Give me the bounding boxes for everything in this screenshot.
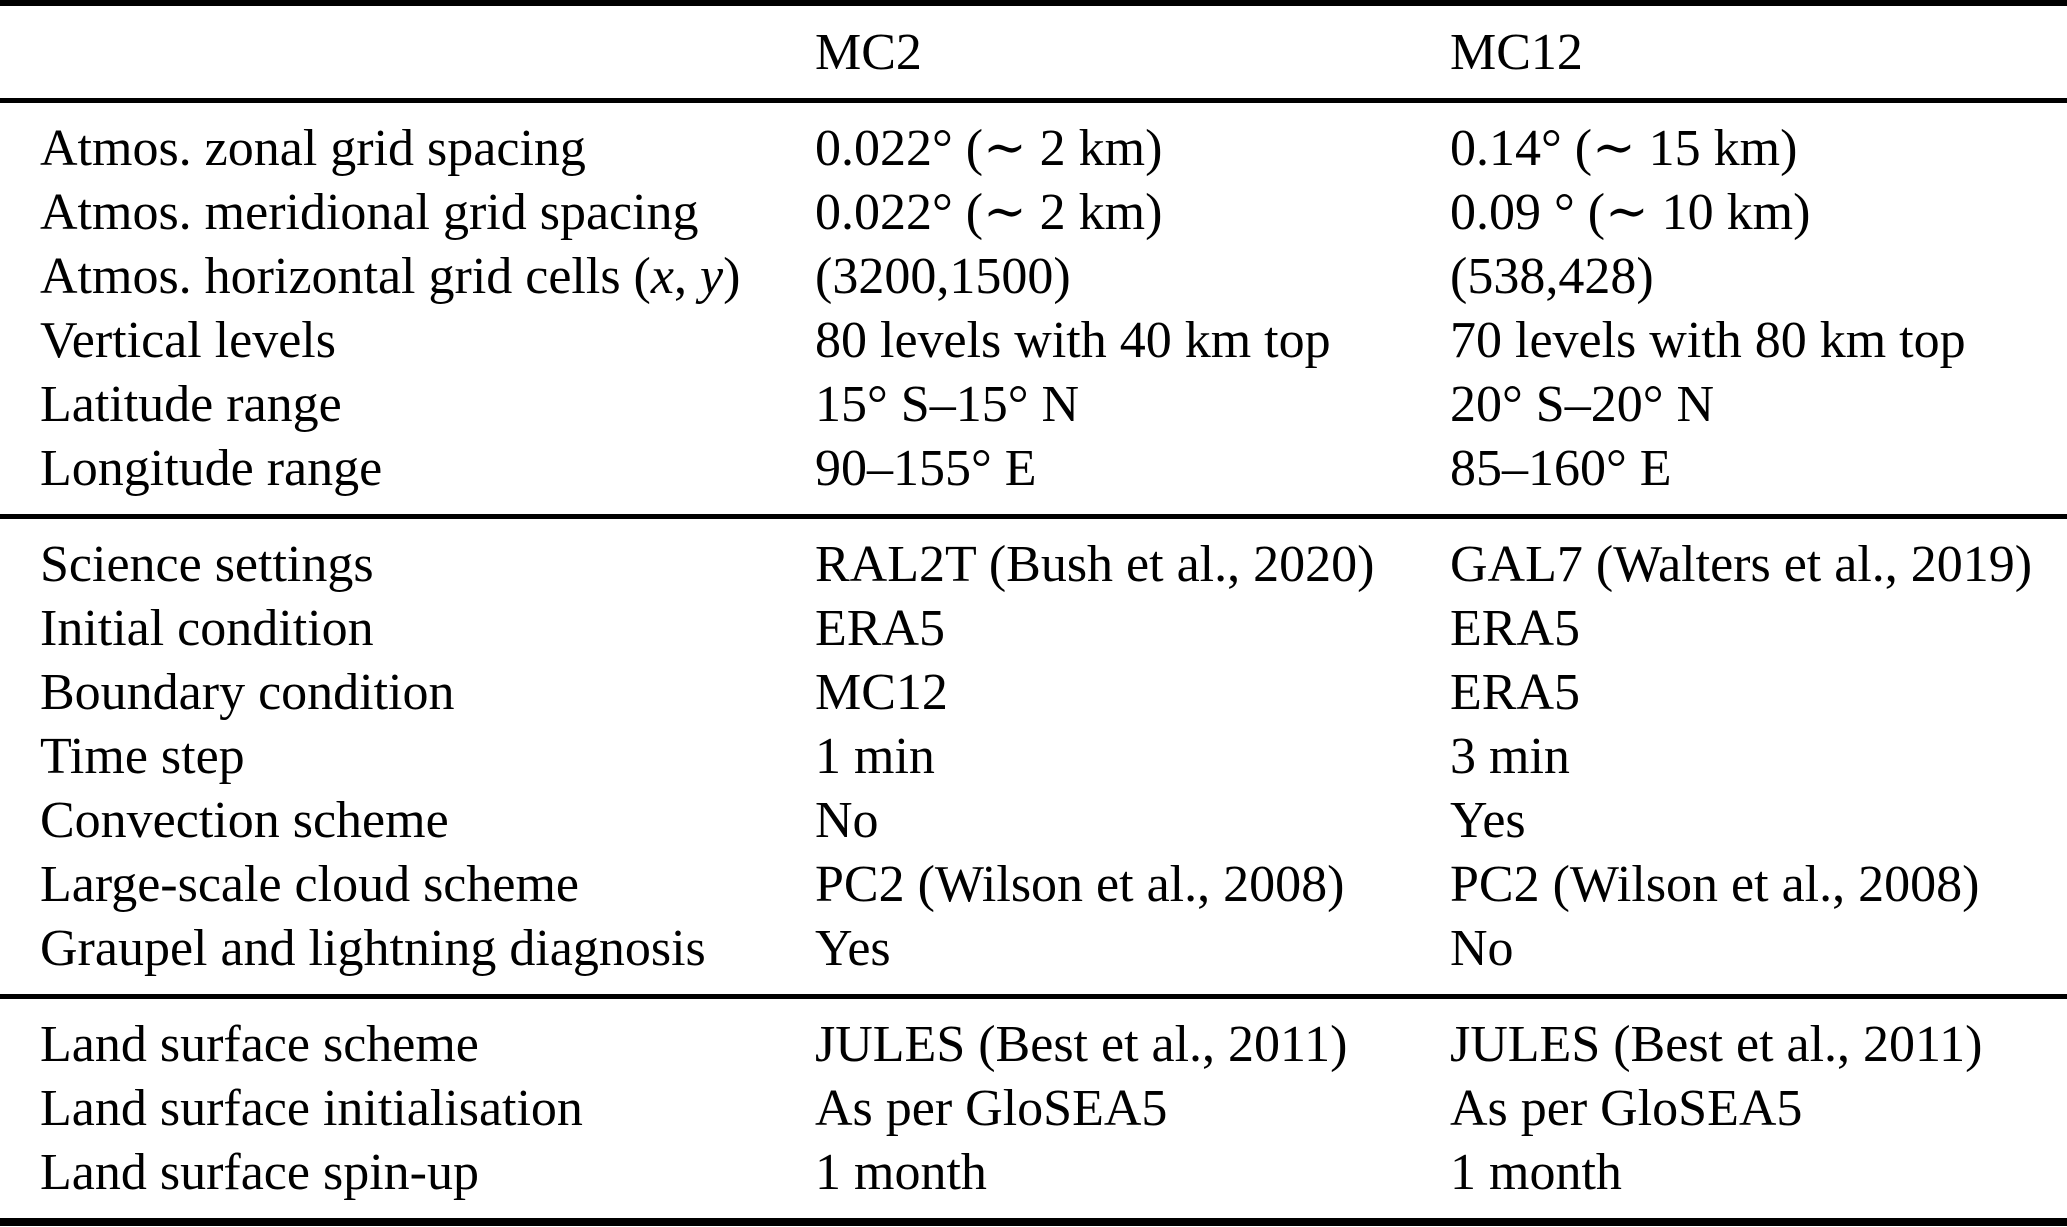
mc12-value-cell: 70 levels with 80 km top <box>1450 312 1966 369</box>
row-label: Latitude range <box>40 376 342 433</box>
row-label: Science settings <box>40 536 374 593</box>
mc12-value-cell: ERA5 <box>1450 600 1580 657</box>
mc2-value-cell: 80 levels with 40 km top <box>815 312 1331 369</box>
row-label: Large-scale cloud scheme <box>40 856 579 913</box>
table-header-row: MC2 MC12 <box>0 6 2067 98</box>
row-label: Convection scheme <box>40 792 449 849</box>
mc2-value-cell: MC12 <box>815 664 948 721</box>
mc12-value-cell: 0.14° (∼ 15 km) <box>1450 120 1798 177</box>
mc2-value-cell: As per GloSEA5 <box>815 1080 1168 1137</box>
mc2-value-cell: 1 month <box>815 1144 987 1201</box>
table-row: Boundary condition MC12 ERA5 <box>0 661 2067 725</box>
mc12-value-cell: No <box>1450 920 1514 977</box>
mc12-value-cell: 85–160° E <box>1450 440 1672 497</box>
mc2-value-cell: (3200,1500) <box>815 248 1071 305</box>
mc12-value-cell: As per GloSEA5 <box>1450 1080 1803 1137</box>
row-label: Atmos. horizontal grid cells (x, y) <box>40 248 741 305</box>
table-row: Science settings RAL2T (Bush et al., 2020… <box>0 533 2067 597</box>
mc12-value-cell: 20° S–20° N <box>1450 376 1715 433</box>
row-label: Boundary condition <box>40 664 455 721</box>
row-label: Land surface scheme <box>40 1016 479 1073</box>
table-bottom-rule <box>0 1218 2067 1226</box>
mc12-value-cell: ERA5 <box>1450 664 1580 721</box>
header-rule <box>0 98 2067 103</box>
header-col-mc2: MC2 <box>815 23 922 81</box>
mc2-value-cell: No <box>815 792 879 849</box>
mc2-value-cell: 90–155° E <box>815 440 1037 497</box>
table-row: Vertical levels 80 levels with 40 km top 7… <box>0 309 2067 373</box>
table-row: Land surface scheme JULES (Best et al., 2… <box>0 1013 2067 1077</box>
table-body: Atmos. zonal grid spacing 0.022° (∼ 2 km)… <box>0 103 2067 1218</box>
section-divider-rule <box>0 994 2067 999</box>
mc2-value-cell: ERA5 <box>815 600 945 657</box>
row-label: Longitude range <box>40 440 383 497</box>
table-row: Large-scale cloud scheme PC2 (Wilson et a… <box>0 853 2067 917</box>
table-row: Longitude range 90–155° E 85–160° E <box>0 437 2067 501</box>
section-science-settings: Science settings RAL2T (Bush et al., 2020… <box>0 519 2067 994</box>
table-row: Atmos. zonal grid spacing 0.022° (∼ 2 km)… <box>0 117 2067 181</box>
section-divider-rule <box>0 514 2067 519</box>
table-row: Graupel and lightning diagnosis Yes No <box>0 917 2067 981</box>
row-label: Graupel and lightning diagnosis <box>40 920 706 977</box>
row-label: Land surface spin-up <box>40 1144 479 1201</box>
mc2-value-cell: 1 min <box>815 728 935 785</box>
table-row: Atmos. horizontal grid cells (x, y) (3200… <box>0 245 2067 309</box>
row-label: Vertical levels <box>40 312 336 369</box>
section-grid-configuration: Atmos. zonal grid spacing 0.022° (∼ 2 km)… <box>0 103 2067 514</box>
mc12-value-cell: Yes <box>1450 792 1526 849</box>
mc2-value-cell: JULES (Best et al., 2011) <box>815 1016 1348 1073</box>
row-label: Atmos. meridional grid spacing <box>40 184 699 241</box>
row-label: Time step <box>40 728 245 785</box>
mc12-value-cell: GAL7 (Walters et al., 2019) <box>1450 536 2033 593</box>
table-row: Initial condition ERA5 ERA5 <box>0 597 2067 661</box>
mc2-value-cell: 0.022° (∼ 2 km) <box>815 184 1163 241</box>
mc2-value-cell: 0.022° (∼ 2 km) <box>815 120 1163 177</box>
row-label: Atmos. zonal grid spacing <box>40 120 586 177</box>
header-col-mc12: MC12 <box>1450 23 1583 81</box>
mc2-value-cell: Yes <box>815 920 891 977</box>
mc2-value-cell: PC2 (Wilson et al., 2008) <box>815 856 1345 913</box>
table-top-rule <box>0 0 2067 6</box>
mc12-value-cell: 0.09 ° (∼ 10 km) <box>1450 184 1811 241</box>
mc2-value-cell: 15° S–15° N <box>815 376 1080 433</box>
table-row: Time step 1 min 3 min <box>0 725 2067 789</box>
table-row: Land surface spin-up 1 month 1 month <box>0 1141 2067 1205</box>
mc12-value-cell: JULES (Best et al., 2011) <box>1450 1016 1983 1073</box>
table-row: Atmos. meridional grid spacing 0.022° (∼ … <box>0 181 2067 245</box>
table-row: Latitude range 15° S–15° N 20° S–20° N <box>0 373 2067 437</box>
row-label: Land surface initialisation <box>40 1080 583 1137</box>
section-land-surface: Land surface scheme JULES (Best et al., 2… <box>0 999 2067 1218</box>
mc12-value-cell: 3 min <box>1450 728 1570 785</box>
mc12-value-cell: (538,428) <box>1450 248 1654 305</box>
mc12-value-cell: 1 month <box>1450 1144 1622 1201</box>
mc2-value-cell: RAL2T (Bush et al., 2020) <box>815 536 1375 593</box>
table-row: Land surface initialisation As per GloSEA… <box>0 1077 2067 1141</box>
mc12-value-cell: PC2 (Wilson et al., 2008) <box>1450 856 1980 913</box>
row-label: Initial condition <box>40 600 374 657</box>
table-row: Convection scheme No Yes <box>0 789 2067 853</box>
